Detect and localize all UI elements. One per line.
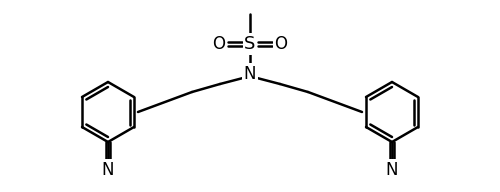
Text: O: O [212, 35, 226, 53]
Text: N: N [244, 65, 256, 83]
Text: N: N [386, 161, 398, 179]
Text: S: S [244, 35, 256, 53]
Text: N: N [102, 161, 114, 179]
Text: O: O [274, 35, 287, 53]
